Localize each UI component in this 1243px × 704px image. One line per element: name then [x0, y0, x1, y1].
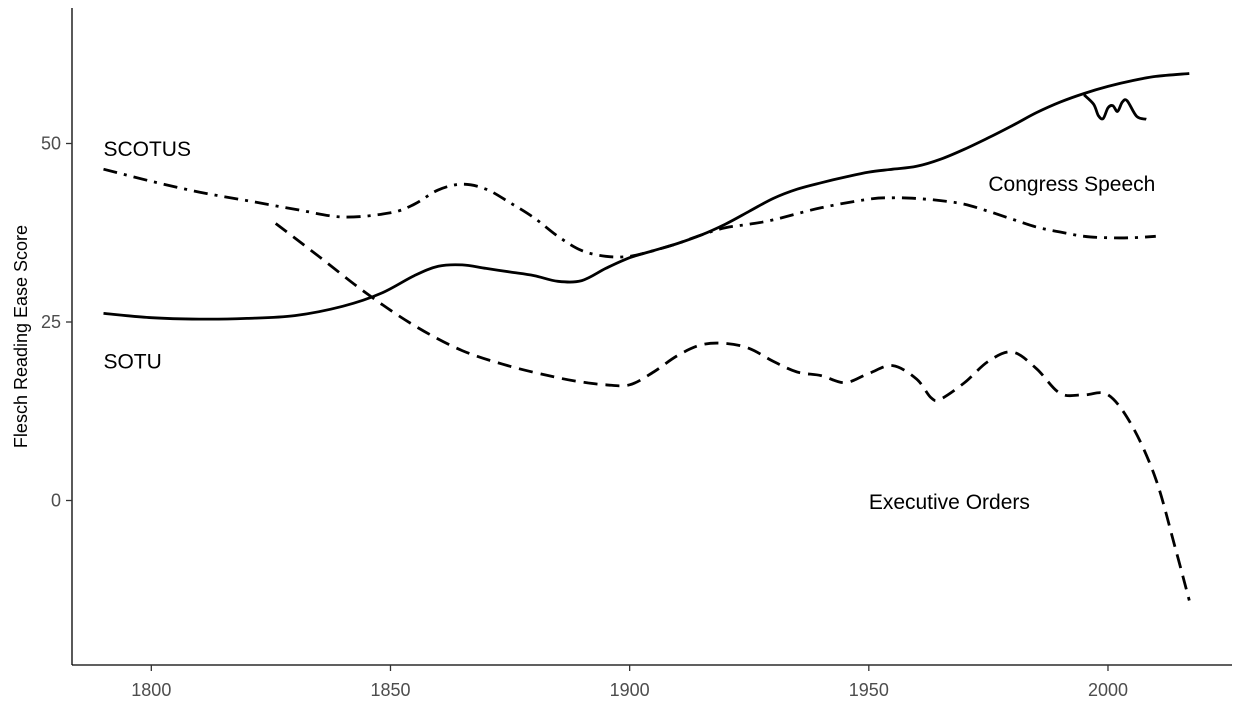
- series-line-congress-speech: [1083, 93, 1147, 121]
- series-label-executive-orders: Executive Orders: [869, 491, 1030, 514]
- x-tick-label: 1900: [610, 680, 650, 700]
- series-line-scotus: [103, 167, 1156, 259]
- y-tick-label: 25: [41, 312, 61, 332]
- x-axis-ticks: 1800 1850 1900 1950 2000: [131, 665, 1128, 700]
- y-tick-label: 0: [51, 491, 61, 511]
- series-line-sotu: [103, 72, 1190, 321]
- series-line-executive-orders: [274, 222, 1191, 601]
- x-tick-label: 1950: [849, 680, 889, 700]
- series-label-congress-speech: Congress Speech: [988, 173, 1155, 196]
- y-axis-ticks: 0 25 50: [41, 134, 72, 511]
- y-tick-label: 50: [41, 134, 61, 154]
- axes-group: [71, 8, 1232, 666]
- series-label-scotus: SCOTUS: [103, 138, 191, 161]
- x-tick-label: 2000: [1088, 680, 1128, 700]
- y-axis-title: Flesch Reading Ease Score: [11, 225, 31, 448]
- series-label-sotu: SOTU: [103, 350, 161, 373]
- series-labels: SOTU SCOTUS Executive Orders Congress Speec…: [103, 138, 1155, 514]
- series-lines: [103, 72, 1191, 601]
- x-tick-label: 1800: [131, 680, 171, 700]
- x-tick-label: 1850: [370, 680, 410, 700]
